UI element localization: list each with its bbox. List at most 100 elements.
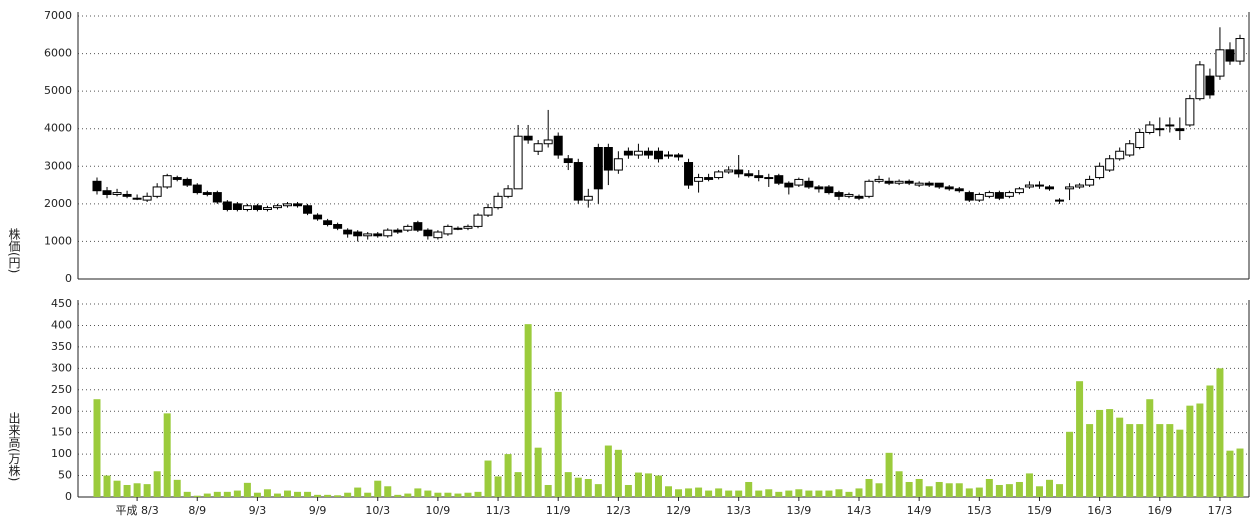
- volume-bar: [1086, 424, 1094, 497]
- candle-body: [1145, 124, 1155, 133]
- candle-body: [563, 158, 573, 164]
- volume-bar: [675, 489, 683, 497]
- candle-body: [343, 229, 353, 235]
- candle-body: [1085, 178, 1095, 186]
- candle-body: [102, 190, 112, 195]
- x-tick-label: 13/3: [726, 504, 751, 517]
- candle-body: [212, 192, 222, 203]
- candle-body: [553, 135, 563, 156]
- y-tick-label: 4000: [44, 122, 72, 135]
- candle-body: [934, 182, 944, 188]
- volume-bar: [534, 447, 542, 497]
- candle-body: [964, 192, 974, 201]
- volume-bar: [1146, 399, 1154, 497]
- volume-bar: [1046, 479, 1053, 497]
- volume-bar: [1096, 409, 1104, 497]
- volume-bar: [624, 484, 632, 497]
- y-tick-label: 100: [51, 447, 72, 460]
- candle-body: [393, 229, 403, 233]
- volume-bar: [223, 491, 231, 497]
- candle-body: [694, 177, 704, 182]
- volume-bar: [945, 483, 953, 497]
- volume-axis-title: 出来高(万株): [7, 412, 21, 482]
- candle-body: [633, 150, 643, 156]
- candle-body: [1034, 184, 1044, 187]
- volume-bar: [715, 488, 723, 497]
- candle-body: [854, 195, 864, 199]
- volume-bar: [273, 493, 281, 497]
- candle-body: [1014, 188, 1024, 194]
- x-tick-label: 15/3: [967, 504, 992, 517]
- volume-bar: [644, 473, 652, 497]
- x-tick-label: 11/3: [486, 504, 511, 517]
- volume-bar: [935, 481, 943, 497]
- volume-bar: [1216, 368, 1224, 497]
- volume-bar: [785, 490, 793, 497]
- candle-body: [794, 178, 804, 186]
- candle-body: [924, 182, 934, 186]
- candle-body: [1075, 184, 1085, 188]
- candle-body: [122, 193, 132, 197]
- x-tick-label: 15/9: [1027, 504, 1052, 517]
- volume-bar: [604, 445, 612, 497]
- volume-bar: [985, 478, 993, 497]
- volume-bar: [614, 449, 622, 497]
- x-tick-label: 14/3: [847, 504, 872, 517]
- candle-body: [1065, 186, 1075, 190]
- price-axis-title: 株価(円): [7, 228, 21, 274]
- candle-body: [142, 195, 152, 201]
- candle-body: [513, 135, 523, 190]
- volume-bar: [324, 494, 332, 497]
- candle-body: [834, 192, 844, 197]
- volume-bar: [1166, 424, 1174, 497]
- y-tick-label: 350: [51, 340, 72, 353]
- candle-body: [994, 192, 1004, 199]
- candle-body: [884, 180, 894, 184]
- candle-body: [844, 193, 854, 197]
- candle-body: [503, 188, 513, 197]
- volume-bar: [995, 484, 1003, 497]
- candle-body: [824, 186, 834, 194]
- candle-body: [1225, 49, 1235, 62]
- volume-bar: [1126, 424, 1134, 497]
- volume-bar: [885, 452, 893, 497]
- candle-body: [643, 150, 653, 156]
- candle-body: [363, 233, 373, 237]
- volume-bar: [1015, 481, 1023, 497]
- candle-body: [232, 203, 242, 210]
- volume-bar: [1035, 486, 1043, 497]
- volume-bar: [564, 472, 572, 497]
- volume-bar: [294, 491, 302, 497]
- candle-body: [744, 173, 754, 177]
- volume-bar: [1056, 484, 1064, 497]
- volume-bar: [474, 491, 482, 497]
- volume-bar: [895, 471, 903, 497]
- y-tick-label: 3000: [44, 159, 72, 172]
- candle-body: [583, 195, 593, 201]
- candle-body: [303, 205, 313, 214]
- y-tick-label: 0: [65, 272, 72, 285]
- candle-body: [894, 180, 904, 184]
- candle-body: [984, 192, 994, 197]
- candle-body: [262, 207, 272, 210]
- volume-bar: [193, 495, 201, 497]
- volume-bar: [1106, 409, 1114, 497]
- volume-bar: [424, 490, 432, 497]
- candle-body: [252, 205, 262, 210]
- candle-body: [313, 214, 323, 220]
- candle-body: [1125, 143, 1135, 156]
- candle-body: [734, 169, 744, 175]
- volume-bar: [233, 490, 241, 497]
- candle-body: [944, 186, 954, 190]
- volume-bar: [654, 475, 662, 497]
- volume-bar: [304, 491, 312, 497]
- candle-body: [674, 154, 684, 158]
- volume-bar: [795, 489, 803, 497]
- volume-bar: [354, 487, 362, 497]
- candle-body: [403, 225, 413, 231]
- volume-bar: [93, 399, 101, 497]
- volume-bar: [695, 487, 703, 497]
- y-tick-label: 5000: [44, 84, 72, 97]
- volume-bar: [434, 492, 442, 497]
